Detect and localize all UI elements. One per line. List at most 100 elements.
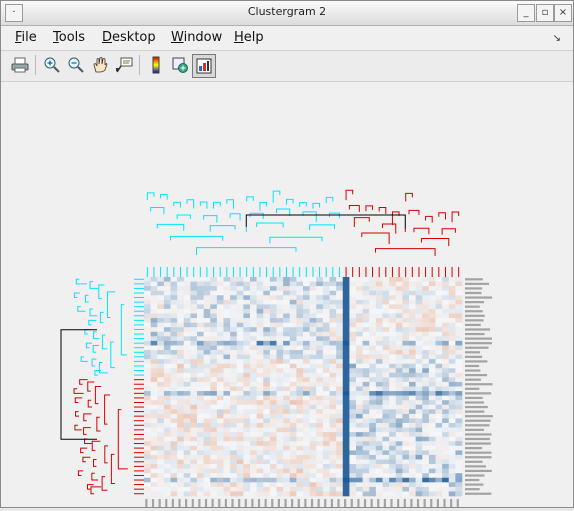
menu-help[interactable]: Help	[234, 30, 264, 45]
heatmap-cell	[375, 400, 383, 406]
heatmap-cell	[369, 295, 377, 301]
menu-window[interactable]: Window	[171, 30, 223, 45]
heatmap-cell	[336, 386, 344, 392]
heatmap-cell	[243, 400, 251, 406]
heatmap-cell	[183, 286, 191, 291]
heatmap-cell	[448, 491, 456, 497]
maximize-button[interactable]: ▫	[536, 4, 554, 22]
menu-tools[interactable]: Tools	[53, 30, 86, 45]
heatmap-cell	[455, 354, 463, 360]
heatmap-cell	[250, 363, 257, 369]
group-icon[interactable]	[169, 54, 191, 76]
heatmap-cell	[362, 318, 370, 323]
heatmap-cell	[402, 336, 410, 342]
hand-icon[interactable]	[89, 54, 111, 76]
heatmap-cell	[336, 340, 344, 346]
column-tick-label	[291, 499, 294, 511]
row-tick-label	[465, 447, 483, 450]
heatmap-cell	[309, 318, 317, 323]
heatmap-cell	[170, 423, 178, 428]
menu-desktop[interactable]: Desktop	[102, 30, 156, 45]
heatmap-cell	[395, 459, 403, 465]
close-button[interactable]: ×	[554, 4, 572, 22]
heatmap-cell	[296, 295, 304, 301]
heatmap-cell	[276, 432, 284, 437]
clustergram-plot[interactable]	[1, 82, 573, 511]
heatmap-cell	[163, 286, 171, 291]
heatmap-cell	[409, 454, 416, 460]
minimize-button[interactable]: _	[517, 4, 535, 22]
row-tick-label	[465, 419, 491, 422]
heatmap-cell	[263, 482, 271, 488]
heatmap-cell	[455, 450, 463, 456]
heatmap-cell	[336, 372, 344, 378]
heatmap-cell	[216, 286, 224, 291]
heatmap-cell	[144, 313, 151, 319]
heatmap-cell	[283, 432, 291, 437]
heatmap-cell	[157, 372, 165, 378]
heatmap-cell	[435, 391, 443, 396]
heatmap-cell	[415, 277, 423, 282]
heatmap-cell	[329, 386, 337, 392]
heatmap-cell	[362, 413, 370, 419]
heatmap-cell	[349, 304, 357, 310]
heatmap-cell	[382, 318, 390, 323]
heatmap-cell	[203, 486, 211, 492]
heatmap-cell	[163, 450, 171, 456]
row-tick-label	[465, 387, 480, 390]
zoom-out-icon[interactable]	[65, 54, 87, 76]
heatmap-cell	[243, 299, 251, 305]
heatmap-cell	[329, 468, 337, 474]
heatmap-cell	[289, 491, 297, 497]
heatmap-cell	[342, 381, 350, 387]
heatmap-cell	[203, 372, 211, 378]
datatip-icon[interactable]	[113, 54, 135, 76]
heatmap-cell	[303, 318, 310, 323]
heatmap-cell	[170, 295, 178, 301]
dock-arrow-icon[interactable]: ↘	[552, 33, 561, 44]
heatmap-cell	[283, 377, 291, 383]
heatmap-cell	[210, 331, 218, 337]
heatmap-cell	[336, 468, 344, 474]
heatmap-cell	[316, 473, 324, 479]
menu-file[interactable]: File	[15, 30, 37, 45]
heatmap-cell	[309, 473, 317, 479]
heatmap-cell	[283, 441, 291, 447]
heatmap-cell	[402, 304, 410, 310]
heatmap-cell	[329, 308, 337, 314]
heatmap-cell	[170, 290, 178, 296]
column-tick-label	[297, 499, 300, 511]
heatmap-cell	[157, 454, 165, 460]
heatmap-cell	[157, 354, 165, 360]
heatmap-cell	[395, 432, 403, 437]
heatmap-cell	[356, 464, 363, 469]
row-tick-label	[465, 442, 491, 445]
heatmap-cell	[303, 368, 310, 374]
heatmap-cell	[395, 473, 403, 479]
heatmap-cell	[230, 418, 238, 424]
colorbar-icon[interactable]	[145, 54, 167, 76]
heatmap-cell	[157, 441, 165, 447]
heatmap-cell	[177, 363, 185, 369]
heatmap-cell	[197, 400, 204, 406]
heatmap-cell	[409, 413, 416, 419]
printer-icon[interactable]	[9, 54, 31, 76]
heatmap-icon[interactable]	[192, 54, 216, 78]
heatmap-cell	[216, 350, 224, 355]
heatmap-cell	[157, 322, 165, 328]
heatmap-cell	[415, 327, 423, 333]
row-tick-label	[465, 364, 480, 368]
heatmap-cell	[428, 409, 436, 415]
heatmap-cell	[415, 381, 423, 387]
heatmap-cell	[369, 454, 377, 460]
window-menu-button[interactable]: ·	[5, 4, 23, 22]
heatmap-cell	[448, 395, 456, 401]
heatmap-cell	[435, 450, 443, 456]
heatmap-cell	[236, 395, 244, 401]
heatmap-cell	[422, 281, 430, 287]
heatmap-cell	[289, 391, 297, 396]
heatmap-cell	[402, 445, 410, 451]
heatmap-cell	[203, 391, 211, 396]
heatmap-cell	[230, 454, 238, 460]
zoom-in-icon[interactable]	[41, 54, 63, 76]
